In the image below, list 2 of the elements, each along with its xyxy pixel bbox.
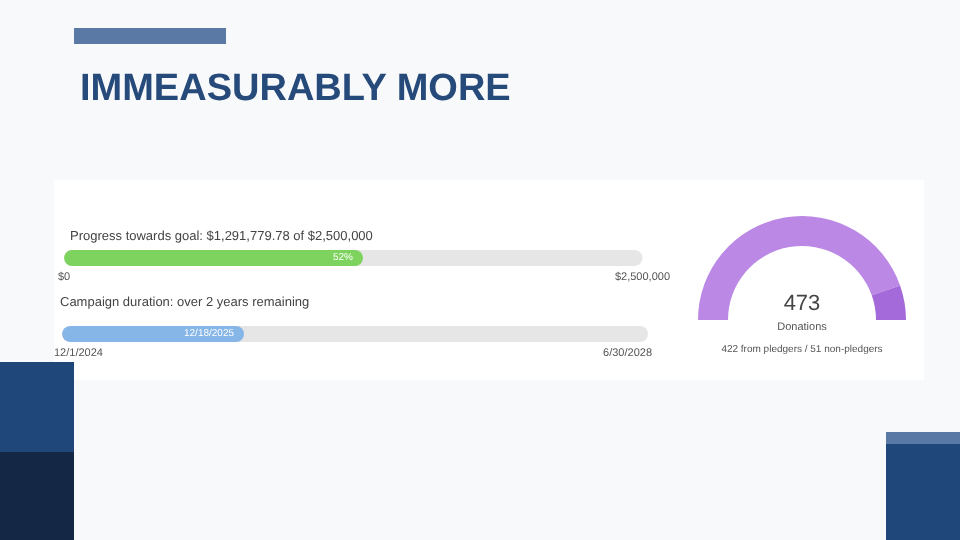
text: 473 — [781, 292, 823, 316]
chart-title: IMMEASURABLY MORE — [80, 68, 511, 112]
